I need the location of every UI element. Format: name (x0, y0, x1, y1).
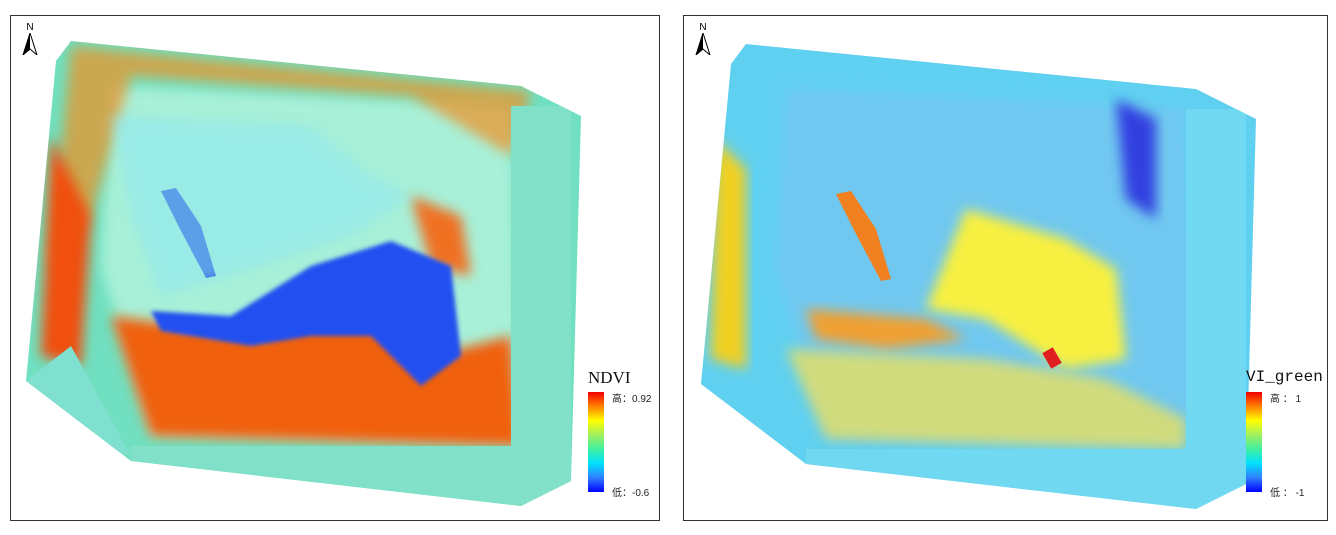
vi-green-raster-map (701, 44, 1256, 509)
color-ramp (1246, 392, 1262, 492)
north-arrow-icon (694, 31, 712, 57)
vi-green-map-panel: N VI_green 高 ： 1 低 ： -1 (683, 15, 1328, 521)
legend-title: VI_green (1246, 368, 1323, 386)
legend-high-label: 高：0.92 (612, 394, 652, 405)
legend-low-label: 低：-0.6 (612, 488, 650, 499)
color-ramp (588, 392, 604, 492)
ndvi-raster-map (26, 41, 581, 506)
ndvi-map-panel: N NDVI 高：0.92 低：-0.6 (10, 15, 660, 521)
north-label: N (699, 22, 707, 33)
ndvi-legend: NDVI 高：0.92 低：-0.6 (588, 368, 651, 499)
legend-title: NDVI (588, 368, 631, 387)
north-label: N (26, 22, 34, 33)
legend-high-label: 高 ： 1 (1270, 394, 1302, 405)
vi-green-legend: VI_green 高 ： 1 低 ： -1 (1246, 368, 1323, 499)
north-arrow-icon (21, 31, 39, 57)
north-arrow: N (692, 22, 714, 58)
north-arrow: N (19, 22, 41, 58)
legend-low-label: 低 ： -1 (1270, 488, 1305, 499)
